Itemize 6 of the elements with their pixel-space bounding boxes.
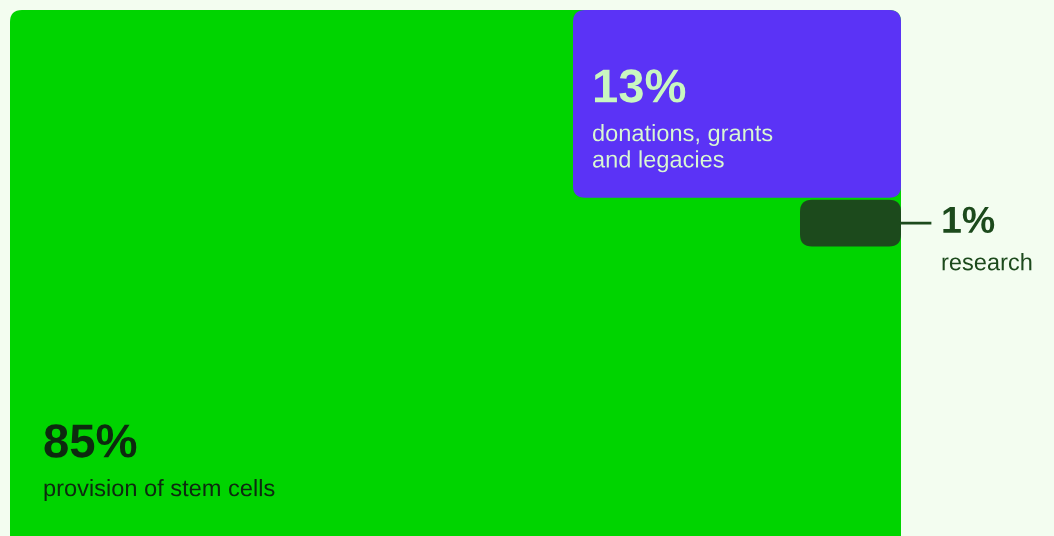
category-label: research <box>942 253 1032 271</box>
data-label: 13% <box>594 69 686 103</box>
category-label: provision of stem cells <box>44 479 275 502</box>
data-label: 1% <box>943 206 995 234</box>
data-label: 85% <box>44 424 137 458</box>
category-label: donations, grants and legacies <box>592 124 773 173</box>
